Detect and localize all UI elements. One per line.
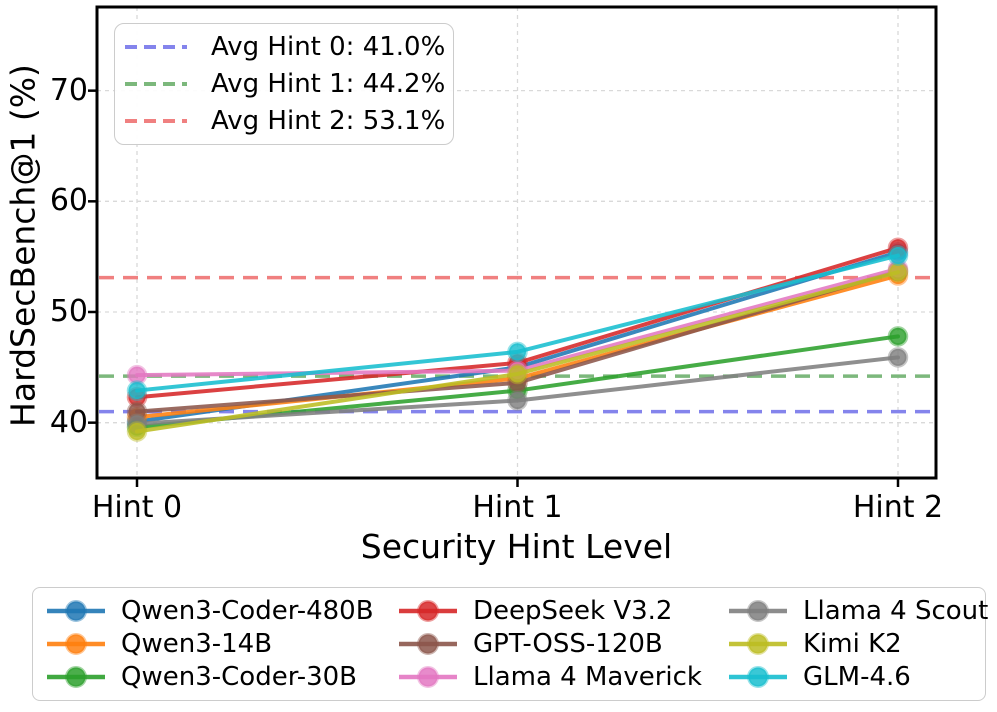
dashed-line-swatch xyxy=(125,81,187,86)
series-legend-entry-qwen3-coder-30b: Qwen3-Coder-30B xyxy=(47,661,399,694)
data-point-kimi-k2 xyxy=(507,363,528,385)
data-point-glm-4-6 xyxy=(887,245,909,266)
dashed-line-swatch xyxy=(125,119,187,124)
data-point-qwen3-coder-30b xyxy=(887,326,909,347)
x-tick-label-hint-0: Hint 0 xyxy=(91,490,183,525)
y-tick-label-40: 40 xyxy=(49,404,88,440)
series-legend-entry-llama-4-scout: Llama 4 Scout xyxy=(729,594,988,627)
series-legend-label: Qwen3-Coder-30B xyxy=(121,662,358,693)
series-legend: Qwen3-Coder-480B Qwen3-14B Qwen3-Coder-30B… xyxy=(32,587,988,701)
series-legend-entry-qwen3-14b: Qwen3-14B xyxy=(47,627,399,660)
series-legend-label: GPT-OSS-120B xyxy=(473,628,663,659)
series-legend-label: Kimi K2 xyxy=(803,628,902,659)
line-marker-swatch xyxy=(399,599,457,622)
avg-legend-entry-avg-hint-1-44-2: Avg Hint 1: 44.2% xyxy=(115,69,453,99)
y-tick-label-60: 60 xyxy=(49,183,88,219)
line-marker-swatch xyxy=(47,599,105,622)
series-legend-entry-kimi-k2: Kimi K2 xyxy=(729,627,988,660)
line-marker-swatch xyxy=(47,632,105,655)
series-legend-entry-deepseek-v3-2: DeepSeek V3.2 xyxy=(399,594,729,627)
series-legend-label: Qwen3-Coder-480B xyxy=(121,595,374,626)
data-point-glm-4-6 xyxy=(126,380,148,401)
y-tick-label-50: 50 xyxy=(49,293,88,329)
series-legend-label: Qwen3-14B xyxy=(121,628,273,659)
series-legend-label: Llama 4 Maverick xyxy=(473,662,702,693)
data-point-kimi-k2 xyxy=(126,421,148,442)
avg-legend-entry-avg-hint-2-53-1: Avg Hint 2: 53.1% xyxy=(115,106,453,136)
avg-lines-legend: Avg Hint 0: 41.0% Avg Hint 1: 44.2% Avg Hi… xyxy=(114,23,454,145)
avg-legend-label: Avg Hint 0: 41.0% xyxy=(211,31,446,62)
line-marker-swatch xyxy=(729,632,787,655)
y-tick-label-70: 70 xyxy=(49,72,88,108)
line-marker-swatch xyxy=(729,666,787,689)
avg-legend-entry-avg-hint-0-41-0: Avg Hint 0: 41.0% xyxy=(115,32,453,62)
data-point-llama-4-scout xyxy=(887,347,909,368)
line-marker-swatch xyxy=(729,599,787,622)
series-legend-label: Llama 4 Scout xyxy=(803,595,989,626)
y-axis-label: HardSecBench@1 (%) xyxy=(3,64,43,427)
avg-legend-label: Avg Hint 1: 44.2% xyxy=(211,68,446,99)
series-legend-entry-gpt-oss-120b: GPT-OSS-120B xyxy=(399,627,729,660)
avg-legend-label: Avg Hint 2: 53.1% xyxy=(211,106,446,137)
line-marker-swatch xyxy=(399,632,457,655)
data-point-kimi-k2 xyxy=(887,261,909,283)
line-marker-swatch xyxy=(47,666,105,689)
series-legend-label: DeepSeek V3.2 xyxy=(473,595,673,626)
x-axis-label: Security Hint Level xyxy=(360,527,673,566)
data-point-glm-4-6 xyxy=(507,341,528,363)
series-legend-entry-qwen3-coder-480b: Qwen3-Coder-480B xyxy=(47,594,399,627)
x-tick-label-hint-1: Hint 1 xyxy=(472,490,563,525)
series-legend-entry-llama-4-maverick: Llama 4 Maverick xyxy=(399,661,729,694)
data-point-llama-4-scout xyxy=(507,390,528,411)
dashed-line-swatch xyxy=(125,44,187,49)
series-legend-entry-glm-4-6: GLM-4.6 xyxy=(729,661,988,694)
series-legend-label: GLM-4.6 xyxy=(803,662,911,693)
line-marker-swatch xyxy=(399,666,457,689)
x-tick-label-hint-2: Hint 2 xyxy=(852,490,944,525)
